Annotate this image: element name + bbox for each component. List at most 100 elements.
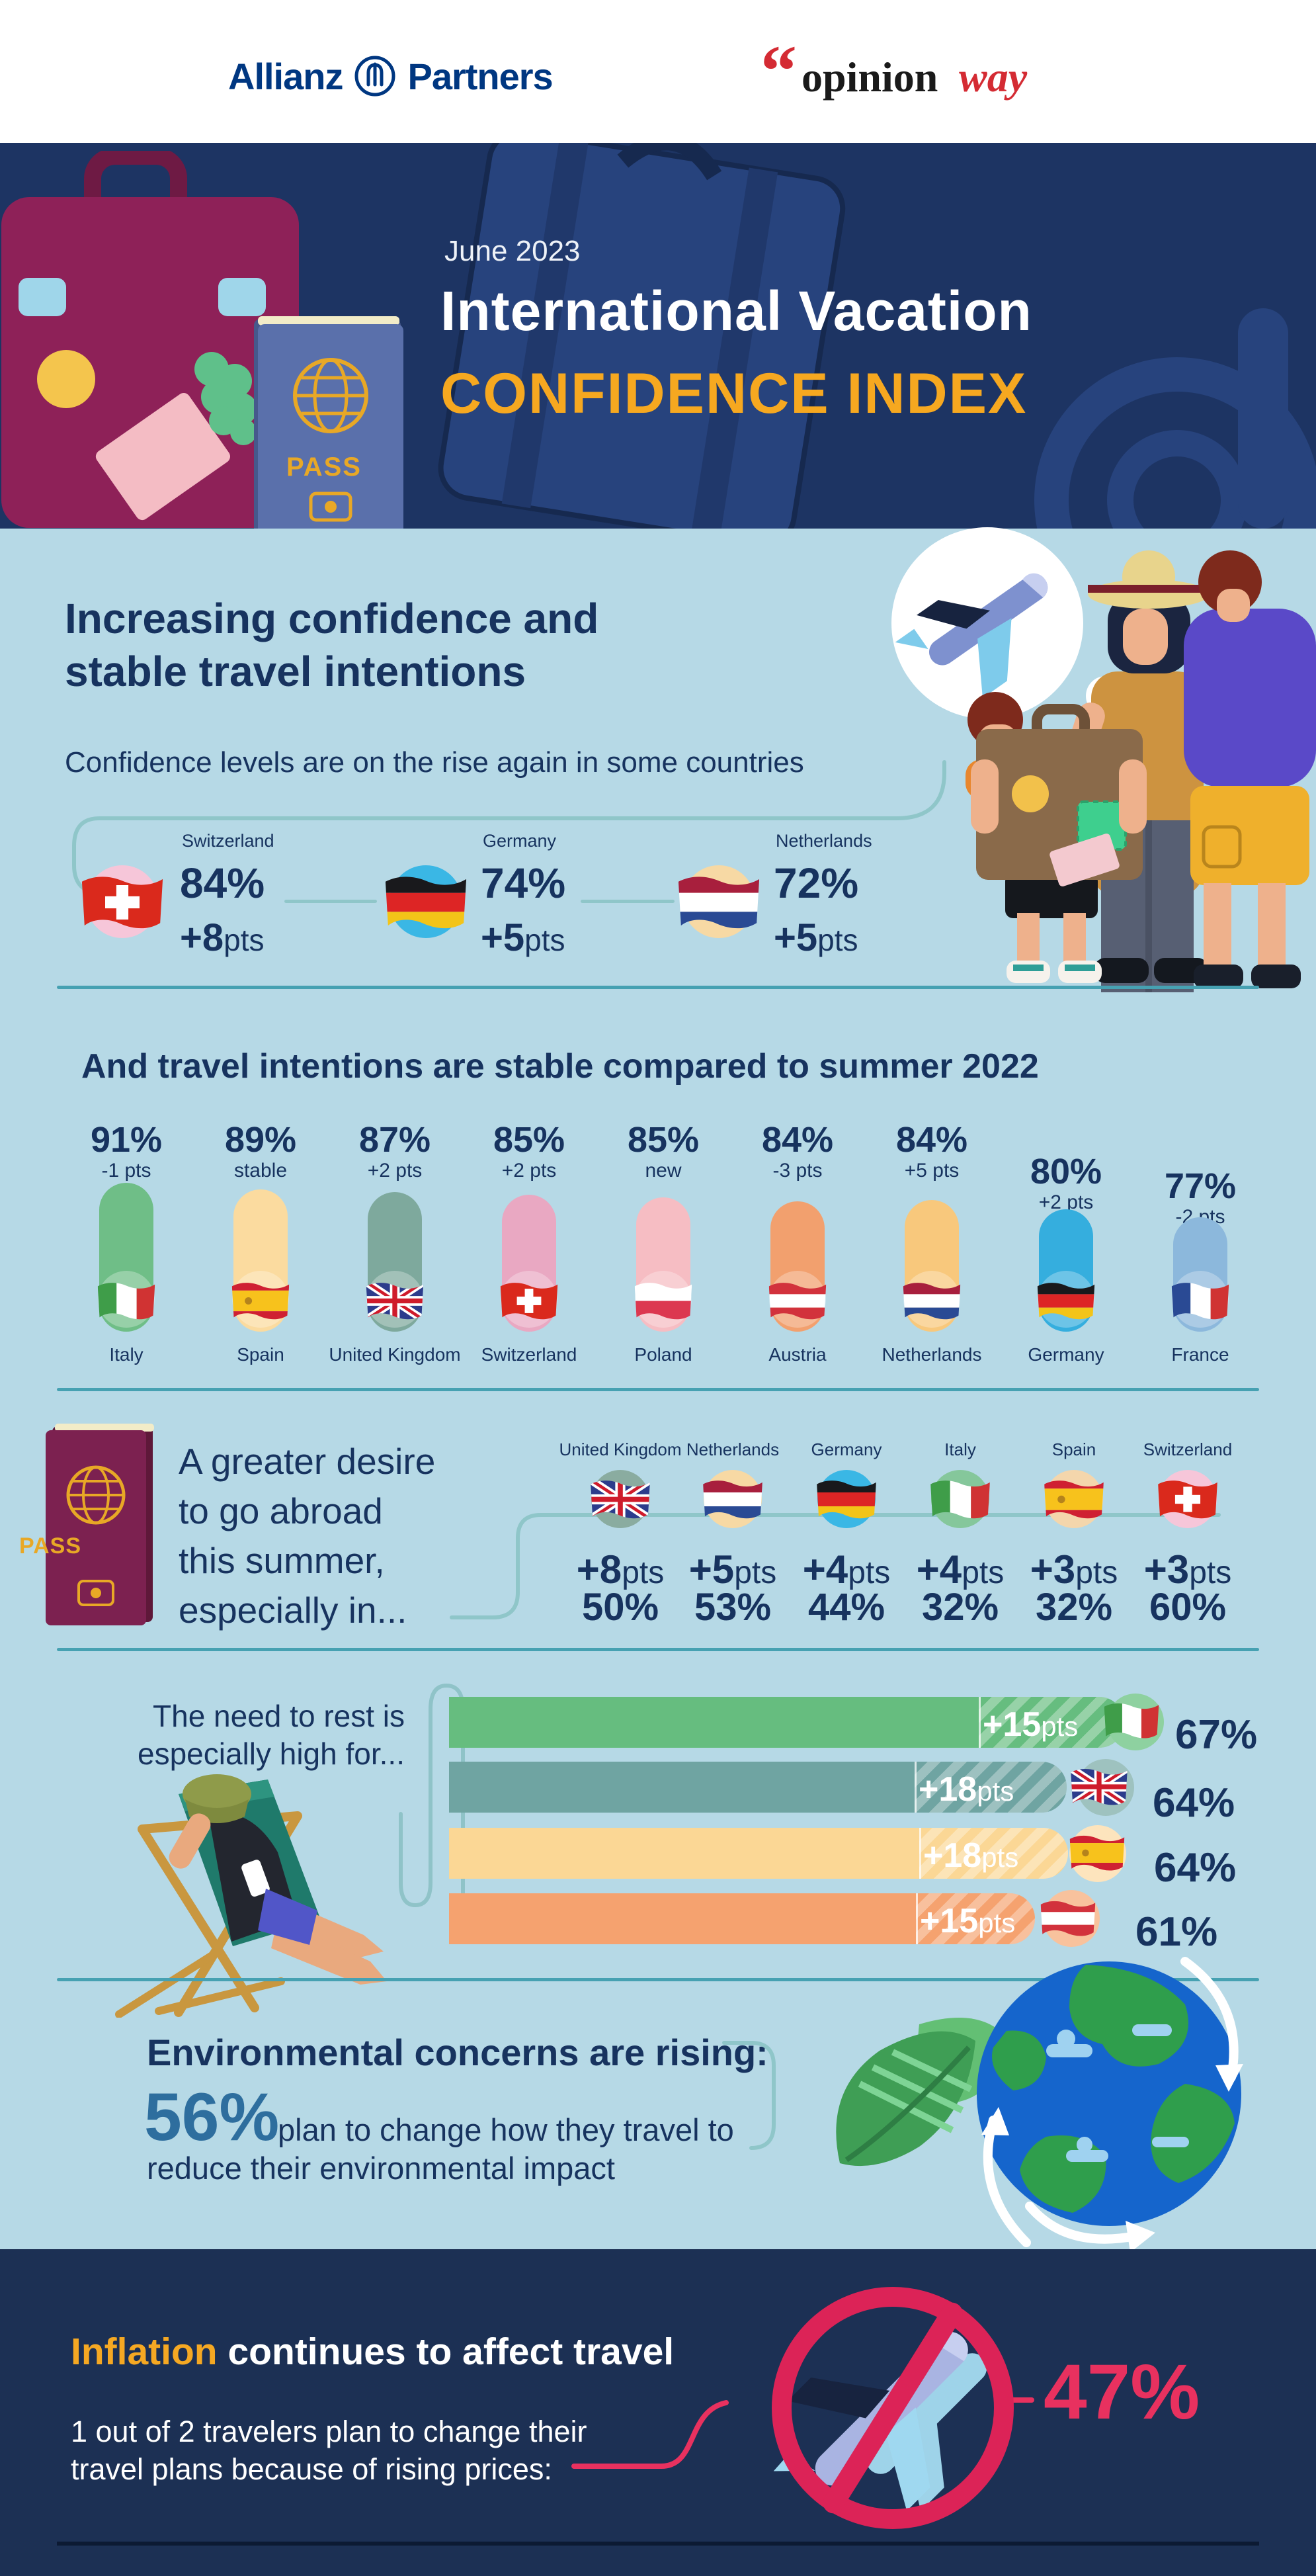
country-label: Switzerland xyxy=(1143,1439,1233,1459)
environment-line2: reduce their environmental impact xyxy=(147,2151,615,2186)
allianz-wordmark: Allianz xyxy=(228,55,343,97)
italy-flag-icon xyxy=(96,1281,157,1321)
poland-flag-icon xyxy=(633,1281,694,1321)
stat-value: 60% xyxy=(1149,1586,1227,1629)
section-divider xyxy=(57,1388,1259,1391)
bar-boundary xyxy=(915,1762,917,1813)
stat-change: -3 pts xyxy=(772,1160,823,1181)
country-label: Switzerland xyxy=(481,1344,577,1365)
stat-value: 91% xyxy=(90,1120,163,1160)
inflation-heading: Inflation continues to affect travel xyxy=(71,2331,675,2373)
bar-hatch xyxy=(919,1828,1068,1879)
points-change: +3pts xyxy=(1030,1547,1118,1592)
opinionway-way-text: way xyxy=(959,54,1028,101)
opinionway-text: opinion xyxy=(802,54,938,101)
country-change: +5pts xyxy=(481,916,565,959)
confidence-heading: Increasing confidence and stable travel … xyxy=(65,595,599,695)
stat-value: 50% xyxy=(581,1586,659,1629)
country-name: Germany xyxy=(483,831,557,851)
country-name: Netherlands xyxy=(776,831,872,851)
stat-change: stable xyxy=(233,1160,288,1181)
stat-change: new xyxy=(645,1160,682,1181)
country-label: United Kingdom xyxy=(559,1439,682,1459)
stat-value: 77% xyxy=(1164,1166,1237,1206)
stat-value: 84% xyxy=(761,1120,834,1160)
leaves-illustration xyxy=(836,2018,1012,2167)
passport-illustration-small xyxy=(46,1424,154,1625)
stat-value: 32% xyxy=(921,1586,999,1629)
environment-heading: Environmental concerns are rising: xyxy=(147,2032,768,2073)
deckchair-person-illustration xyxy=(115,1774,387,2018)
environment-stat: 56% xyxy=(144,2079,280,2155)
country-change: +5pts xyxy=(774,916,858,959)
allianz-partners-logo: Allianz Partners xyxy=(228,54,554,98)
bar-points: +15pts xyxy=(983,1705,1079,1744)
section-divider xyxy=(57,1648,1259,1651)
bar-points: +15pts xyxy=(920,1902,1016,1940)
country-name: Switzerland xyxy=(182,831,274,851)
country-value: 84% xyxy=(180,859,265,907)
austria-flag-icon xyxy=(767,1281,828,1321)
spain-flag-icon xyxy=(1042,1479,1106,1520)
bar-points: +18pts xyxy=(923,1836,1019,1875)
stat-change: -1 pts xyxy=(101,1160,151,1181)
boy-with-suitcase xyxy=(966,692,1147,983)
bar-boundary xyxy=(919,1828,921,1879)
stat-value: 44% xyxy=(807,1586,885,1629)
bar-value: 64% xyxy=(1153,1780,1235,1826)
stat-value: 89% xyxy=(224,1120,297,1160)
bar-italy xyxy=(449,1697,1124,1748)
stat-value: 80% xyxy=(1030,1152,1102,1191)
footer-divider xyxy=(57,2542,1259,2546)
banner-title: International Vacation xyxy=(440,280,1032,342)
stat-value: 85% xyxy=(493,1120,565,1160)
uk-flag-icon xyxy=(364,1281,425,1321)
inflation-stat: 47% xyxy=(1044,2348,1200,2436)
germany-flag-icon xyxy=(1036,1281,1096,1321)
travelers-illustration xyxy=(891,527,1316,992)
earth-illustration xyxy=(977,1957,1243,2253)
environment-line1: plan to change how they travel to xyxy=(278,2112,734,2147)
title-banner: PASS June 2023 International Vacation CO… xyxy=(0,143,1316,529)
opinionway-quote-icon: “ xyxy=(761,30,797,111)
points-change: +4pts xyxy=(802,1547,891,1592)
switzerland-flag-icon xyxy=(1156,1479,1219,1520)
inflation-line2: travel plans because of rising prices: xyxy=(71,2452,552,2486)
partners-wordmark: Partners xyxy=(407,55,553,97)
environment-bracket-line xyxy=(722,2041,776,2150)
page-header: Allianz Partners “ opinion way xyxy=(0,0,1316,143)
country-value: 72% xyxy=(774,859,859,907)
country-label: Germany xyxy=(811,1439,882,1459)
country-label: Poland xyxy=(634,1344,692,1365)
bar-value: 67% xyxy=(1175,1712,1258,1758)
points-change: +3pts xyxy=(1143,1547,1232,1592)
rest-text: The need to rest is especially high for.… xyxy=(137,1699,405,1771)
banner-date: June 2023 xyxy=(444,235,581,267)
bar-points: +18pts xyxy=(919,1770,1014,1809)
country-label: Spain xyxy=(237,1344,284,1365)
connector-line xyxy=(581,900,675,903)
uk-flag-icon xyxy=(1069,1767,1130,1807)
man-figure xyxy=(1184,550,1316,988)
banner-subtitle: CONFIDENCE INDEX xyxy=(440,362,1028,425)
netherlands-flag-icon xyxy=(901,1281,962,1321)
section-divider xyxy=(57,1978,1259,1981)
country-label: Netherlands xyxy=(882,1344,982,1365)
points-change: +4pts xyxy=(916,1547,1005,1592)
switzerland-flag-icon xyxy=(79,874,165,931)
country-label: Germany xyxy=(1028,1344,1104,1365)
country-label: Netherlands xyxy=(686,1439,780,1459)
suitcase-illustration xyxy=(1,151,299,528)
netherlands-flag-icon xyxy=(701,1479,764,1520)
uk-capsule xyxy=(366,1192,423,1332)
germany-flag-icon xyxy=(383,874,469,931)
germany-flag-icon xyxy=(815,1479,878,1520)
abroad-text: A greater desire to go abroad this summe… xyxy=(179,1441,436,1631)
netherlands-flag-icon xyxy=(676,874,762,931)
bar-spain xyxy=(449,1828,1068,1879)
confidence-bracket-line xyxy=(72,760,946,895)
country-label: United Kingdom xyxy=(329,1344,461,1365)
points-change: +5pts xyxy=(688,1547,777,1592)
banner-watermark xyxy=(438,143,1316,529)
